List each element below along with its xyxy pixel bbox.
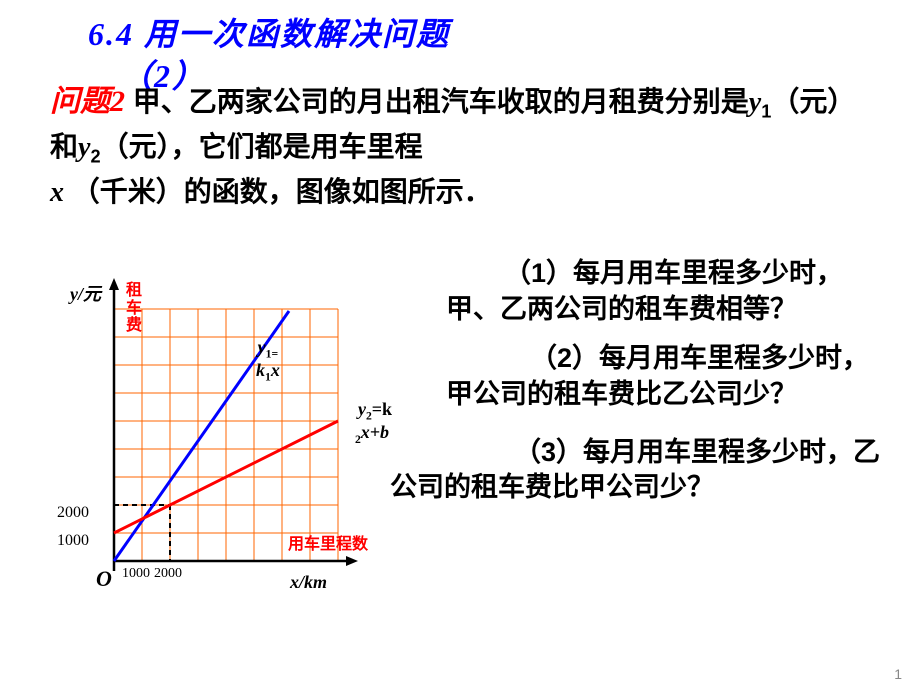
var-y1-sub: 1: [761, 102, 771, 122]
problem-statement: 问题2 甲、乙两家公司的月出租汽车收取的月租费分别是y1（元）和y2（元），它们…: [0, 79, 920, 214]
x-axis-label: x/km: [290, 572, 327, 593]
page-number: 1: [894, 666, 902, 682]
problem-tail: （千米）的函数，图像如图所示．: [64, 176, 492, 207]
equation-y2: y2=k2x+b: [344, 400, 406, 447]
tick-x-1000: 1000: [122, 566, 150, 582]
content-row: y/元 x/km O 2000 1000 1000 2000 租车费 用车里程数…: [0, 256, 920, 636]
var-y1: y: [749, 87, 761, 118]
tick-y-2000: 2000: [57, 504, 89, 522]
rent-fee-label: 租车费: [126, 282, 146, 335]
origin-label: O: [96, 566, 112, 592]
var-y2: y: [78, 132, 90, 163]
y-axis-label: y/元: [70, 280, 101, 306]
tick-y-1000: 1000: [57, 532, 89, 550]
y-axis-arrow: [109, 278, 119, 290]
title-main: 6.4 用一次函数解决问题: [88, 16, 450, 52]
equation-y1: y1=k1x: [256, 338, 280, 385]
question-2: （2）每月用车里程多少时，甲公司的租车费比乙公司少？: [446, 341, 894, 412]
mileage-label: 用车里程数: [288, 536, 368, 554]
problem-body-1: 甲、乙两家公司的月出租汽车收取的月租费分别是: [125, 86, 749, 117]
var-y2-sub: 2: [90, 147, 100, 167]
tick-x-2000: 2000: [154, 566, 182, 582]
x-axis-arrow: [346, 556, 358, 566]
questions: （1）每月用车里程多少时，甲、乙两公司的租车费相等？ （2）每月用车里程多少时，…: [440, 256, 920, 636]
question-3: （3）每月用车里程多少时，乙公司的租车费比甲公司少？: [390, 435, 894, 506]
problem-mid2: （元），它们都是用车里程: [101, 131, 423, 162]
problem-label: 问题2: [50, 85, 125, 118]
var-x: x: [50, 177, 64, 208]
question-1: （1）每月用车里程多少时，甲、乙两公司的租车费相等？: [446, 256, 894, 327]
chart: y/元 x/km O 2000 1000 1000 2000 租车费 用车里程数…: [0, 256, 440, 636]
